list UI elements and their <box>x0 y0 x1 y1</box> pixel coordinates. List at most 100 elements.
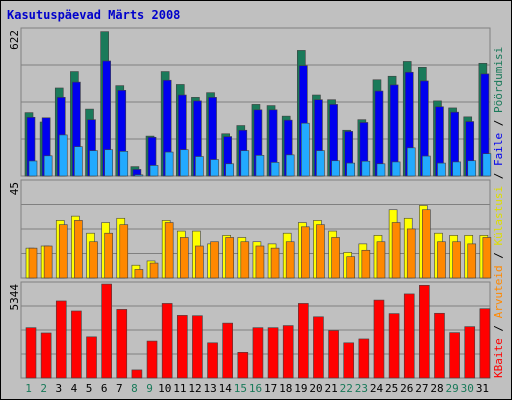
day-label: 5 <box>86 382 93 395</box>
day-label: 12 <box>188 382 201 395</box>
bar-lehek-lgi-day-10 <box>164 151 174 177</box>
day-label: 19 <box>294 382 307 395</box>
legend-entry: Faile <box>492 133 505 166</box>
bar-lehek-lgi-day-1 <box>28 160 38 177</box>
legend-entry: Külastusi <box>492 186 505 246</box>
bar-kbaite-day-8 <box>131 369 143 379</box>
bar-lehek-lgi-day-11 <box>179 149 189 177</box>
bar-kbaite-day-25 <box>388 313 400 379</box>
day-label: 30 <box>461 382 474 395</box>
bar-arvuteid-day-30 <box>467 243 477 279</box>
bar-arvuteid-day-28 <box>437 241 446 279</box>
bar-lehek-lgi-day-8 <box>134 174 144 177</box>
day-label: 31 <box>476 382 489 395</box>
bar-kbaite-day-29 <box>449 332 460 379</box>
bar-kbaite-day-28 <box>434 312 445 379</box>
day-label: 4 <box>71 382 78 395</box>
bar-kbaite-day-6 <box>101 283 112 379</box>
bar-lehek-lgi-day-25 <box>391 161 401 177</box>
bar-lehek-lgi-day-23 <box>361 160 371 177</box>
bar-arvuteid-day-31 <box>482 237 492 279</box>
bar-kbaite-day-11 <box>176 315 188 379</box>
bar-arvuteid-day-3 <box>58 224 68 279</box>
bar-arvuteid-day-13 <box>210 241 219 279</box>
day-label: 26 <box>400 382 413 395</box>
bar-lehek-lgi-day-3 <box>58 134 68 177</box>
panel-1-max-label: 622 <box>8 30 21 50</box>
bar-lehek-lgi-day-12 <box>195 156 204 177</box>
bar-lehek-lgi-day-22 <box>346 162 356 177</box>
bar-kbaite-day-3 <box>55 300 67 379</box>
day-label: 17 <box>264 382 277 395</box>
bar-arvuteid-day-8 <box>134 269 144 279</box>
bar-arvuteid-day-6 <box>104 232 113 279</box>
bar-kbaite-day-14 <box>222 322 233 379</box>
bar-kbaite-day-5 <box>86 336 97 379</box>
bar-arvuteid-day-25 <box>391 222 401 279</box>
day-label: 18 <box>279 382 292 395</box>
bar-lehek-lgi-day-27 <box>422 155 431 177</box>
bar-kbaite-day-16 <box>252 327 264 379</box>
day-label: 15 <box>234 382 247 395</box>
bar-lehek-lgi-day-20 <box>316 150 325 177</box>
bar-lehek-lgi-day-2 <box>43 155 53 177</box>
bar-kbaite-day-1 <box>25 327 37 379</box>
bar-arvuteid-day-15 <box>240 241 250 279</box>
bar-lehek-lgi-day-9 <box>149 165 159 177</box>
bar-kbaite-day-7 <box>116 309 128 379</box>
panel-2-max-label: 45 <box>8 182 21 195</box>
bar-kbaite-day-4 <box>71 310 82 379</box>
bar-arvuteid-day-26 <box>406 228 416 279</box>
bar-arvuteid-day-24 <box>376 241 386 279</box>
day-label: 25 <box>385 382 398 395</box>
day-label: 16 <box>249 382 262 395</box>
day-label: 7 <box>116 382 123 395</box>
bar-lehek-lgi-day-5 <box>89 150 98 177</box>
legend-entry: Pöördumisi <box>492 47 505 113</box>
bar-lehek-lgi-day-21 <box>331 160 340 177</box>
bar-lehek-lgi-day-29 <box>452 161 461 177</box>
bar-lehek-lgi-day-28 <box>437 162 446 177</box>
bar-kbaite-day-2 <box>40 332 52 379</box>
legend-separator: / <box>492 113 505 133</box>
bar-arvuteid-day-18 <box>285 241 295 279</box>
chart-title: Kasutuspäevad Märts 2008 <box>7 8 180 22</box>
bar-kbaite-day-9 <box>146 340 158 379</box>
bar-lehek-lgi-day-4 <box>74 146 83 177</box>
legend-entry: KBaite <box>492 338 505 378</box>
day-label: 11 <box>173 382 186 395</box>
bar-lehek-lgi-day-30 <box>467 160 477 177</box>
bar-arvuteid-day-22 <box>346 256 356 279</box>
bar-kbaite-day-22 <box>343 342 355 379</box>
day-label: 27 <box>415 382 428 395</box>
day-label: 29 <box>446 382 459 395</box>
bar-lehek-lgi-day-31 <box>482 153 492 177</box>
day-label: 10 <box>158 382 171 395</box>
bar-arvuteid-day-19 <box>301 226 310 279</box>
day-label: 1 <box>25 382 32 395</box>
day-label: 13 <box>203 382 216 395</box>
bar-arvuteid-day-11 <box>179 237 189 279</box>
bar-arvuteid-day-29 <box>452 241 461 279</box>
day-label: 6 <box>101 382 108 395</box>
bar-arvuteid-day-4 <box>74 220 83 279</box>
day-label: 28 <box>430 382 443 395</box>
day-label: 9 <box>146 382 153 395</box>
bar-arvuteid-day-12 <box>195 245 204 279</box>
bar-kbaite-day-18 <box>282 325 294 379</box>
bar-lehek-lgi-day-26 <box>406 147 416 177</box>
bar-kbaite-day-15 <box>237 352 249 379</box>
day-label: 21 <box>325 382 338 395</box>
bar-arvuteid-day-23 <box>361 249 371 279</box>
day-label: 3 <box>56 382 63 395</box>
bar-lehek-lgi-day-7 <box>119 151 129 177</box>
day-label: 2 <box>40 382 47 395</box>
bar-kbaite-day-24 <box>373 299 385 379</box>
bar-kbaite-day-31 <box>479 308 491 379</box>
bar-arvuteid-day-9 <box>149 262 159 279</box>
bar-arvuteid-day-7 <box>119 224 129 279</box>
day-label: 22 <box>340 382 353 395</box>
bar-kbaite-day-10 <box>161 303 173 379</box>
